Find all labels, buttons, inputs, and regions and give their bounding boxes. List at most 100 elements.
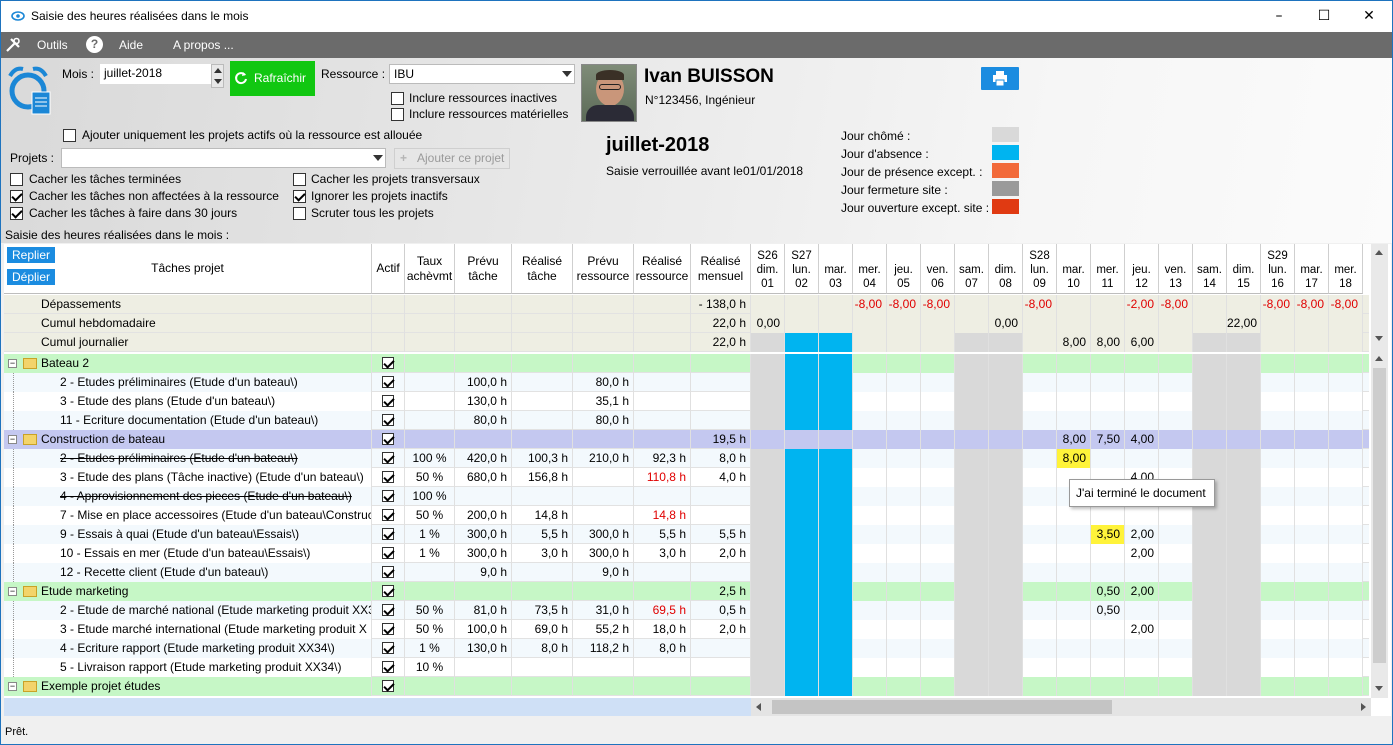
day-cell[interactable] [1023, 658, 1057, 677]
day-cell[interactable] [1159, 639, 1193, 658]
actif-checkbox[interactable] [382, 604, 394, 616]
day-cell[interactable] [1057, 354, 1091, 373]
day-cell[interactable] [819, 373, 853, 392]
help-icon[interactable]: ? [86, 36, 103, 53]
day-cell[interactable] [751, 658, 785, 677]
day-cell[interactable] [921, 506, 955, 525]
day-cell[interactable] [1261, 449, 1295, 468]
actif-checkbox[interactable] [382, 452, 394, 464]
day-cell[interactable] [1227, 373, 1261, 392]
day-cell[interactable] [1329, 392, 1363, 411]
day-cell[interactable] [1023, 677, 1057, 696]
day-cell[interactable] [1193, 639, 1227, 658]
day-cell[interactable] [1125, 639, 1159, 658]
cacher-terminees-checkbox[interactable] [10, 173, 23, 186]
day-cell[interactable] [989, 639, 1023, 658]
day-cell[interactable] [853, 506, 887, 525]
day-cell[interactable] [1023, 563, 1057, 582]
day-cell[interactable] [1159, 658, 1193, 677]
day-cell[interactable] [1057, 563, 1091, 582]
day-cell[interactable] [921, 544, 955, 563]
day-cell[interactable] [853, 601, 887, 620]
day-cell[interactable] [819, 506, 853, 525]
day-cell[interactable] [989, 411, 1023, 430]
day-cell[interactable] [1261, 582, 1295, 601]
day-cell[interactable] [989, 354, 1023, 373]
day-cell[interactable] [785, 620, 819, 639]
day-cell[interactable] [751, 525, 785, 544]
day-cell[interactable] [1227, 544, 1261, 563]
h-scrollbar-thumb[interactable] [772, 700, 1112, 714]
day-cell[interactable] [887, 449, 921, 468]
day-cell[interactable] [921, 601, 955, 620]
day-cell[interactable] [1193, 620, 1227, 639]
day-cell[interactable] [785, 411, 819, 430]
day-cell[interactable] [1295, 582, 1329, 601]
day-cell[interactable] [1295, 354, 1329, 373]
day-cell[interactable] [1193, 354, 1227, 373]
day-cell[interactable] [853, 544, 887, 563]
day-cell[interactable] [819, 639, 853, 658]
day-cell[interactable] [1261, 544, 1295, 563]
day-cell[interactable] [887, 582, 921, 601]
day-cell[interactable] [1193, 392, 1227, 411]
day-cell[interactable] [1091, 658, 1125, 677]
day-cell[interactable] [1023, 639, 1057, 658]
day-cell[interactable] [955, 354, 989, 373]
day-cell[interactable] [751, 354, 785, 373]
day-cell[interactable] [853, 411, 887, 430]
day-cell[interactable]: 0,50 [1091, 582, 1125, 601]
day-cell[interactable] [1023, 373, 1057, 392]
day-cell[interactable] [751, 411, 785, 430]
day-cell[interactable] [1091, 639, 1125, 658]
actif-checkbox[interactable] [382, 528, 394, 540]
day-cell[interactable] [751, 601, 785, 620]
day-cell[interactable] [1227, 468, 1261, 487]
menu-outils[interactable]: Outils [37, 38, 68, 52]
day-cell[interactable] [887, 468, 921, 487]
day-cell[interactable] [887, 487, 921, 506]
day-cell[interactable] [887, 392, 921, 411]
day-cell[interactable] [853, 582, 887, 601]
day-cell[interactable] [1091, 411, 1125, 430]
day-cell[interactable] [819, 449, 853, 468]
day-cell[interactable] [1193, 449, 1227, 468]
day-cell[interactable] [785, 639, 819, 658]
actif-checkbox[interactable] [382, 414, 394, 426]
day-cell[interactable]: 8,00 [1057, 430, 1091, 449]
scroll-up-icon[interactable] [1375, 356, 1383, 361]
day-cell[interactable] [1193, 544, 1227, 563]
day-cell[interactable] [989, 468, 1023, 487]
day-cell[interactable] [1295, 487, 1329, 506]
day-cell[interactable] [1023, 392, 1057, 411]
task-row[interactable]: 9 - Essais à quai (Etude d'un bateau\Ess… [4, 525, 1369, 544]
day-cell[interactable] [1159, 620, 1193, 639]
inclure-inactives-checkbox[interactable] [391, 92, 404, 105]
day-cell[interactable] [819, 525, 853, 544]
day-cell[interactable] [1261, 677, 1295, 696]
day-cell[interactable] [1023, 354, 1057, 373]
day-cell[interactable] [819, 411, 853, 430]
day-cell[interactable] [1057, 658, 1091, 677]
day-cell[interactable] [1329, 506, 1363, 525]
scroll-left-icon[interactable] [756, 703, 761, 711]
print-button[interactable] [981, 67, 1019, 90]
day-cell[interactable] [921, 487, 955, 506]
day-cell[interactable] [785, 563, 819, 582]
mois-input[interactable]: juillet-2018 [100, 64, 211, 84]
close-button[interactable]: ✕ [1363, 8, 1375, 24]
day-cell[interactable] [819, 658, 853, 677]
day-cell[interactable] [819, 677, 853, 696]
task-row[interactable]: 2 - Etudes préliminaires (Etude d'un bat… [4, 373, 1369, 392]
day-cell[interactable] [853, 658, 887, 677]
day-cell[interactable] [1125, 658, 1159, 677]
day-cell[interactable] [887, 620, 921, 639]
day-cell[interactable] [819, 544, 853, 563]
day-cell[interactable] [785, 354, 819, 373]
day-cell[interactable] [1193, 411, 1227, 430]
day-cell[interactable] [819, 354, 853, 373]
day-cell[interactable] [1057, 677, 1091, 696]
day-cell[interactable] [1295, 601, 1329, 620]
day-cell[interactable] [989, 449, 1023, 468]
day-cell[interactable] [1295, 468, 1329, 487]
